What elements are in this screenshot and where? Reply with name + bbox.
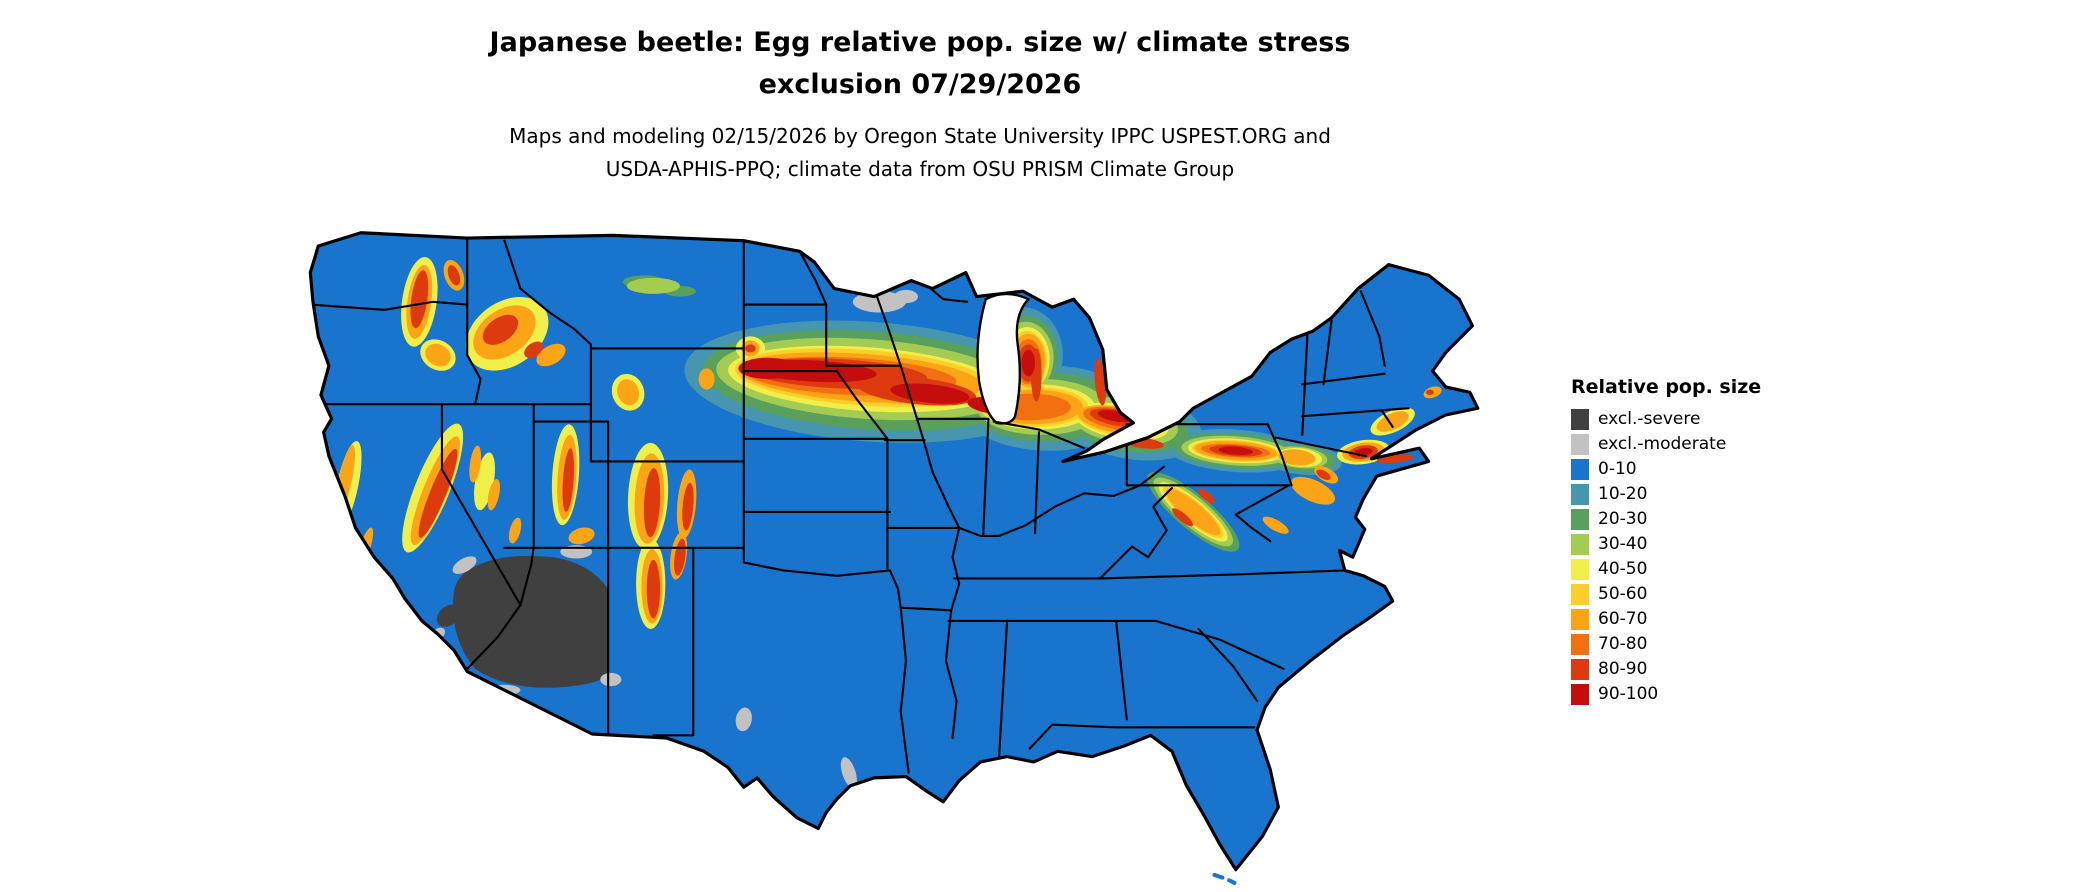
legend-label: 60-70 <box>1598 609 1648 629</box>
legend-swatch-30-40 <box>1571 534 1589 555</box>
legend-label: 20-30 <box>1598 509 1648 529</box>
legend-label: 90-100 <box>1598 684 1659 704</box>
legend-row: 50-60 <box>1571 582 1761 607</box>
legend-row: 10-20 <box>1571 482 1761 507</box>
legend-label: 10-20 <box>1598 484 1648 504</box>
legend-swatch-40-50 <box>1571 559 1589 580</box>
legend-swatch-80-90 <box>1571 659 1589 680</box>
legend-row: 0-10 <box>1571 457 1761 482</box>
state-borders <box>310 236 1410 774</box>
legend-label: excl.-moderate <box>1598 434 1727 454</box>
heat-layer <box>310 236 1442 788</box>
exclusion-severe-region <box>436 555 609 688</box>
legend-label: 30-40 <box>1598 534 1648 554</box>
legend-swatch-10-20 <box>1571 484 1589 505</box>
florida-keys <box>1212 872 1237 885</box>
subtitle-block: Maps and modeling 02/15/2026 by Oregon S… <box>0 120 1840 186</box>
legend-title: Relative pop. size <box>1571 376 1762 398</box>
legend-swatch-70-80 <box>1571 634 1589 655</box>
legend-row: 20-30 <box>1571 507 1761 532</box>
legend-row: 30-40 <box>1571 532 1761 557</box>
legend-label: 70-80 <box>1598 634 1648 654</box>
legend-row: 90-100 <box>1571 682 1761 707</box>
legend: Relative pop. size excl.-severe excl.-mo… <box>1571 376 1761 707</box>
map-subtitle-line-2: USDA-APHIS-PPQ; climate data from OSU PR… <box>605 157 1235 181</box>
legend-row: 70-80 <box>1571 632 1761 657</box>
us-land-base <box>310 232 1478 870</box>
legend-swatch-excl-moderate <box>1571 434 1589 455</box>
us-outline <box>308 231 1480 872</box>
legend-label: 0-10 <box>1598 459 1637 479</box>
map-title-line-1: Japanese beetle: Egg relative pop. size … <box>489 27 1351 58</box>
legend-swatch-60-70 <box>1571 609 1589 630</box>
legend-row: 80-90 <box>1571 657 1761 682</box>
legend-row: excl.-moderate <box>1571 432 1761 457</box>
legend-row: 40-50 <box>1571 557 1761 582</box>
map-title-line-2: exclusion 07/29/2026 <box>758 69 1082 100</box>
us-map-svg <box>308 231 1480 885</box>
lake-michigan <box>976 292 1031 425</box>
legend-label: 40-50 <box>1598 559 1648 579</box>
map-subtitle-line-1: Maps and modeling 02/15/2026 by Oregon S… <box>509 124 1331 148</box>
us-map <box>305 222 1515 887</box>
legend-swatch-excl-severe <box>1571 409 1589 430</box>
title-block: Japanese beetle: Egg relative pop. size … <box>0 22 1840 186</box>
legend-label: 50-60 <box>1598 584 1648 604</box>
legend-row: 60-70 <box>1571 607 1761 632</box>
legend-label: 80-90 <box>1598 659 1648 679</box>
legend-swatch-0-10 <box>1571 459 1589 480</box>
legend-label: excl.-severe <box>1598 409 1701 429</box>
legend-swatch-20-30 <box>1571 509 1589 530</box>
legend-row: excl.-severe <box>1571 407 1761 432</box>
legend-swatch-50-60 <box>1571 584 1589 605</box>
legend-swatch-90-100 <box>1571 684 1589 705</box>
